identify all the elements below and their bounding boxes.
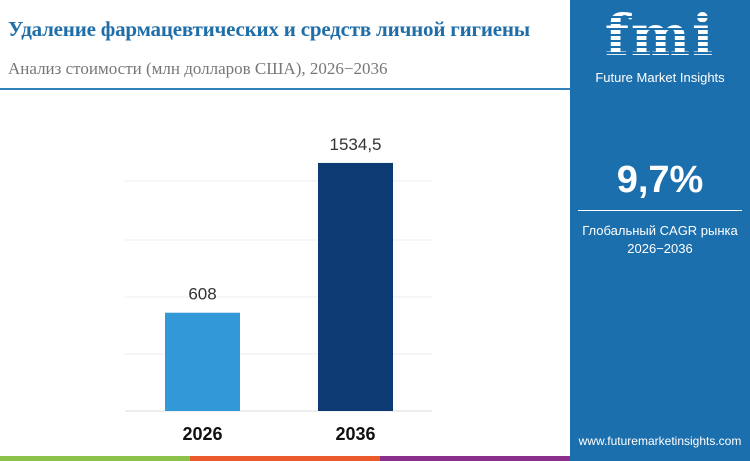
- stripe-purple: [380, 456, 570, 461]
- cagr-divider: [578, 210, 742, 211]
- fmi-logo: fmi Future Market Insights: [570, 6, 750, 86]
- x-tick-label: 2026: [182, 424, 222, 444]
- header-divider: [0, 88, 570, 90]
- x-tick-label: 2036: [335, 424, 375, 444]
- bar-chart: 608 2026 1534,5 2036: [125, 135, 432, 444]
- stripe-orange: [190, 456, 380, 461]
- logo-mark: fmi: [570, 6, 750, 66]
- cagr-label-line1: Глобальный CAGR рынка: [582, 223, 738, 238]
- cagr-label-period: 2026−2036: [627, 241, 693, 256]
- chart-title: Удаление фармацевтических и средств личн…: [8, 17, 530, 41]
- brand-name: Future Market Insights: [595, 70, 725, 85]
- data-label: 608: [188, 285, 216, 304]
- cagr-label: Глобальный CAGR рынка 2026−2036: [570, 222, 750, 258]
- cagr-value: 9,7%: [616, 159, 704, 201]
- bar-2026: [165, 312, 240, 411]
- data-label: 1534,5: [330, 135, 382, 154]
- bar-2036: [318, 162, 393, 411]
- side-panel: fmi Future Market Insights 9,7% Глобальн…: [570, 0, 750, 461]
- stripe-green: [0, 456, 190, 461]
- website-link[interactable]: www.futuremarketinsights.com: [578, 434, 742, 448]
- chart-subtitle: Анализ стоимости (млн долларов США), 202…: [8, 59, 388, 78]
